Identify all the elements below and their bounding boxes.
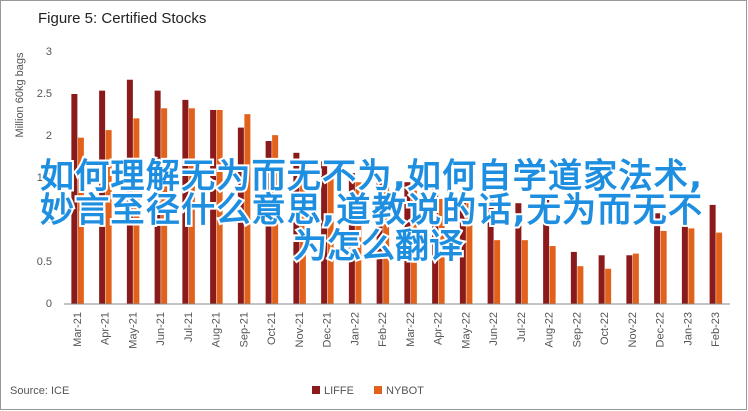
y-tick-label: 2.5 [37, 88, 52, 100]
bar [210, 109, 217, 305]
x-tick-label: Jul-22 [516, 312, 528, 342]
y-tick-label: 0 [46, 298, 52, 310]
bar [654, 213, 661, 304]
bar [404, 182, 411, 304]
x-tick-label: Dec-21 [322, 312, 334, 347]
x-tick-label: Apr-21 [100, 312, 112, 345]
x-tick-label: Nov-22 [627, 312, 639, 347]
bar [154, 90, 161, 304]
bar [549, 246, 556, 304]
x-tick-label: Jan-22 [349, 312, 361, 346]
legend-swatch [312, 386, 320, 394]
y-tick-label: 0.5 [37, 256, 52, 268]
bar [265, 141, 272, 304]
x-tick-label: Jun-21 [155, 312, 167, 346]
bar [709, 204, 716, 304]
bar [348, 172, 355, 304]
bar [432, 186, 439, 304]
x-tick-label: Oct-22 [599, 312, 611, 345]
bar [438, 199, 445, 304]
bar [182, 99, 189, 304]
x-tick-label: Mar-22 [405, 312, 417, 347]
overlay-text: 为怎么翻译 [293, 227, 464, 267]
bar [71, 94, 78, 304]
bar [99, 90, 106, 304]
bar [77, 137, 84, 304]
x-tick-label: Feb-23 [710, 312, 722, 347]
bar [626, 255, 633, 304]
overlay-text: 妙言至径什么意思,道教说的话,无为而无不 [40, 191, 702, 231]
y-tick-label: 2 [46, 130, 52, 142]
bar [244, 114, 251, 304]
overlay-text: 如何理解无为而无不为,如何自学道家法术, [40, 157, 702, 197]
bar [466, 203, 473, 304]
bar [383, 186, 390, 304]
bar [570, 251, 577, 304]
bar [632, 253, 639, 304]
bar [327, 178, 334, 304]
bar [410, 190, 417, 304]
x-tick-label: Apr-22 [433, 312, 445, 345]
x-tick-label: Sep-22 [571, 312, 583, 347]
bar [376, 178, 383, 304]
x-tick-label: Dec-22 [655, 312, 667, 347]
y-tick-label: 1 [46, 214, 52, 226]
bar [216, 109, 223, 305]
bar [577, 266, 584, 304]
source: Source: ICE [10, 385, 69, 397]
x-tick-label: Jan-23 [682, 312, 694, 346]
bar [521, 240, 528, 304]
bar [321, 161, 328, 304]
y-tick-label: 1.5 [37, 172, 52, 184]
x-tick-label: Sep-21 [238, 312, 250, 347]
legend-label: LIFFE [324, 385, 354, 397]
x-tick-label: Mar-21 [72, 312, 84, 347]
y-tick-label: 3 [46, 46, 52, 58]
x-tick-label: May-21 [127, 312, 139, 349]
bar [515, 203, 522, 304]
x-tick-label: Nov-21 [294, 312, 306, 347]
bar [161, 108, 168, 304]
bar [660, 230, 667, 304]
legend-swatch [374, 386, 382, 394]
bar [105, 130, 112, 304]
bar [237, 127, 244, 304]
legend-label: NYBOT [386, 385, 424, 397]
x-tick-label: Aug-22 [544, 312, 556, 347]
x-tick-label: Feb-22 [377, 312, 389, 347]
chart-title: Figure 5: Certified Stocks [38, 10, 206, 27]
bar [188, 108, 195, 304]
bar [459, 190, 466, 304]
bar [598, 255, 605, 304]
x-tick-label: Jul-21 [183, 312, 195, 342]
bar [681, 209, 688, 304]
bar [487, 194, 494, 304]
bar [494, 240, 501, 304]
bar [126, 79, 133, 304]
bar [355, 182, 362, 304]
bar [688, 228, 695, 304]
x-tick-label: May-22 [460, 312, 472, 349]
y-axis-label: Million 60kg bags [14, 52, 26, 137]
bar [133, 118, 140, 304]
bar [272, 135, 279, 304]
bar [605, 268, 612, 304]
x-tick-label: Aug-21 [211, 312, 223, 347]
bar [543, 199, 550, 304]
x-tick-label: Jun-22 [488, 312, 500, 346]
x-tick-label: Oct-21 [266, 312, 278, 345]
bar [299, 169, 306, 304]
bar [293, 152, 300, 304]
bar [716, 232, 723, 304]
